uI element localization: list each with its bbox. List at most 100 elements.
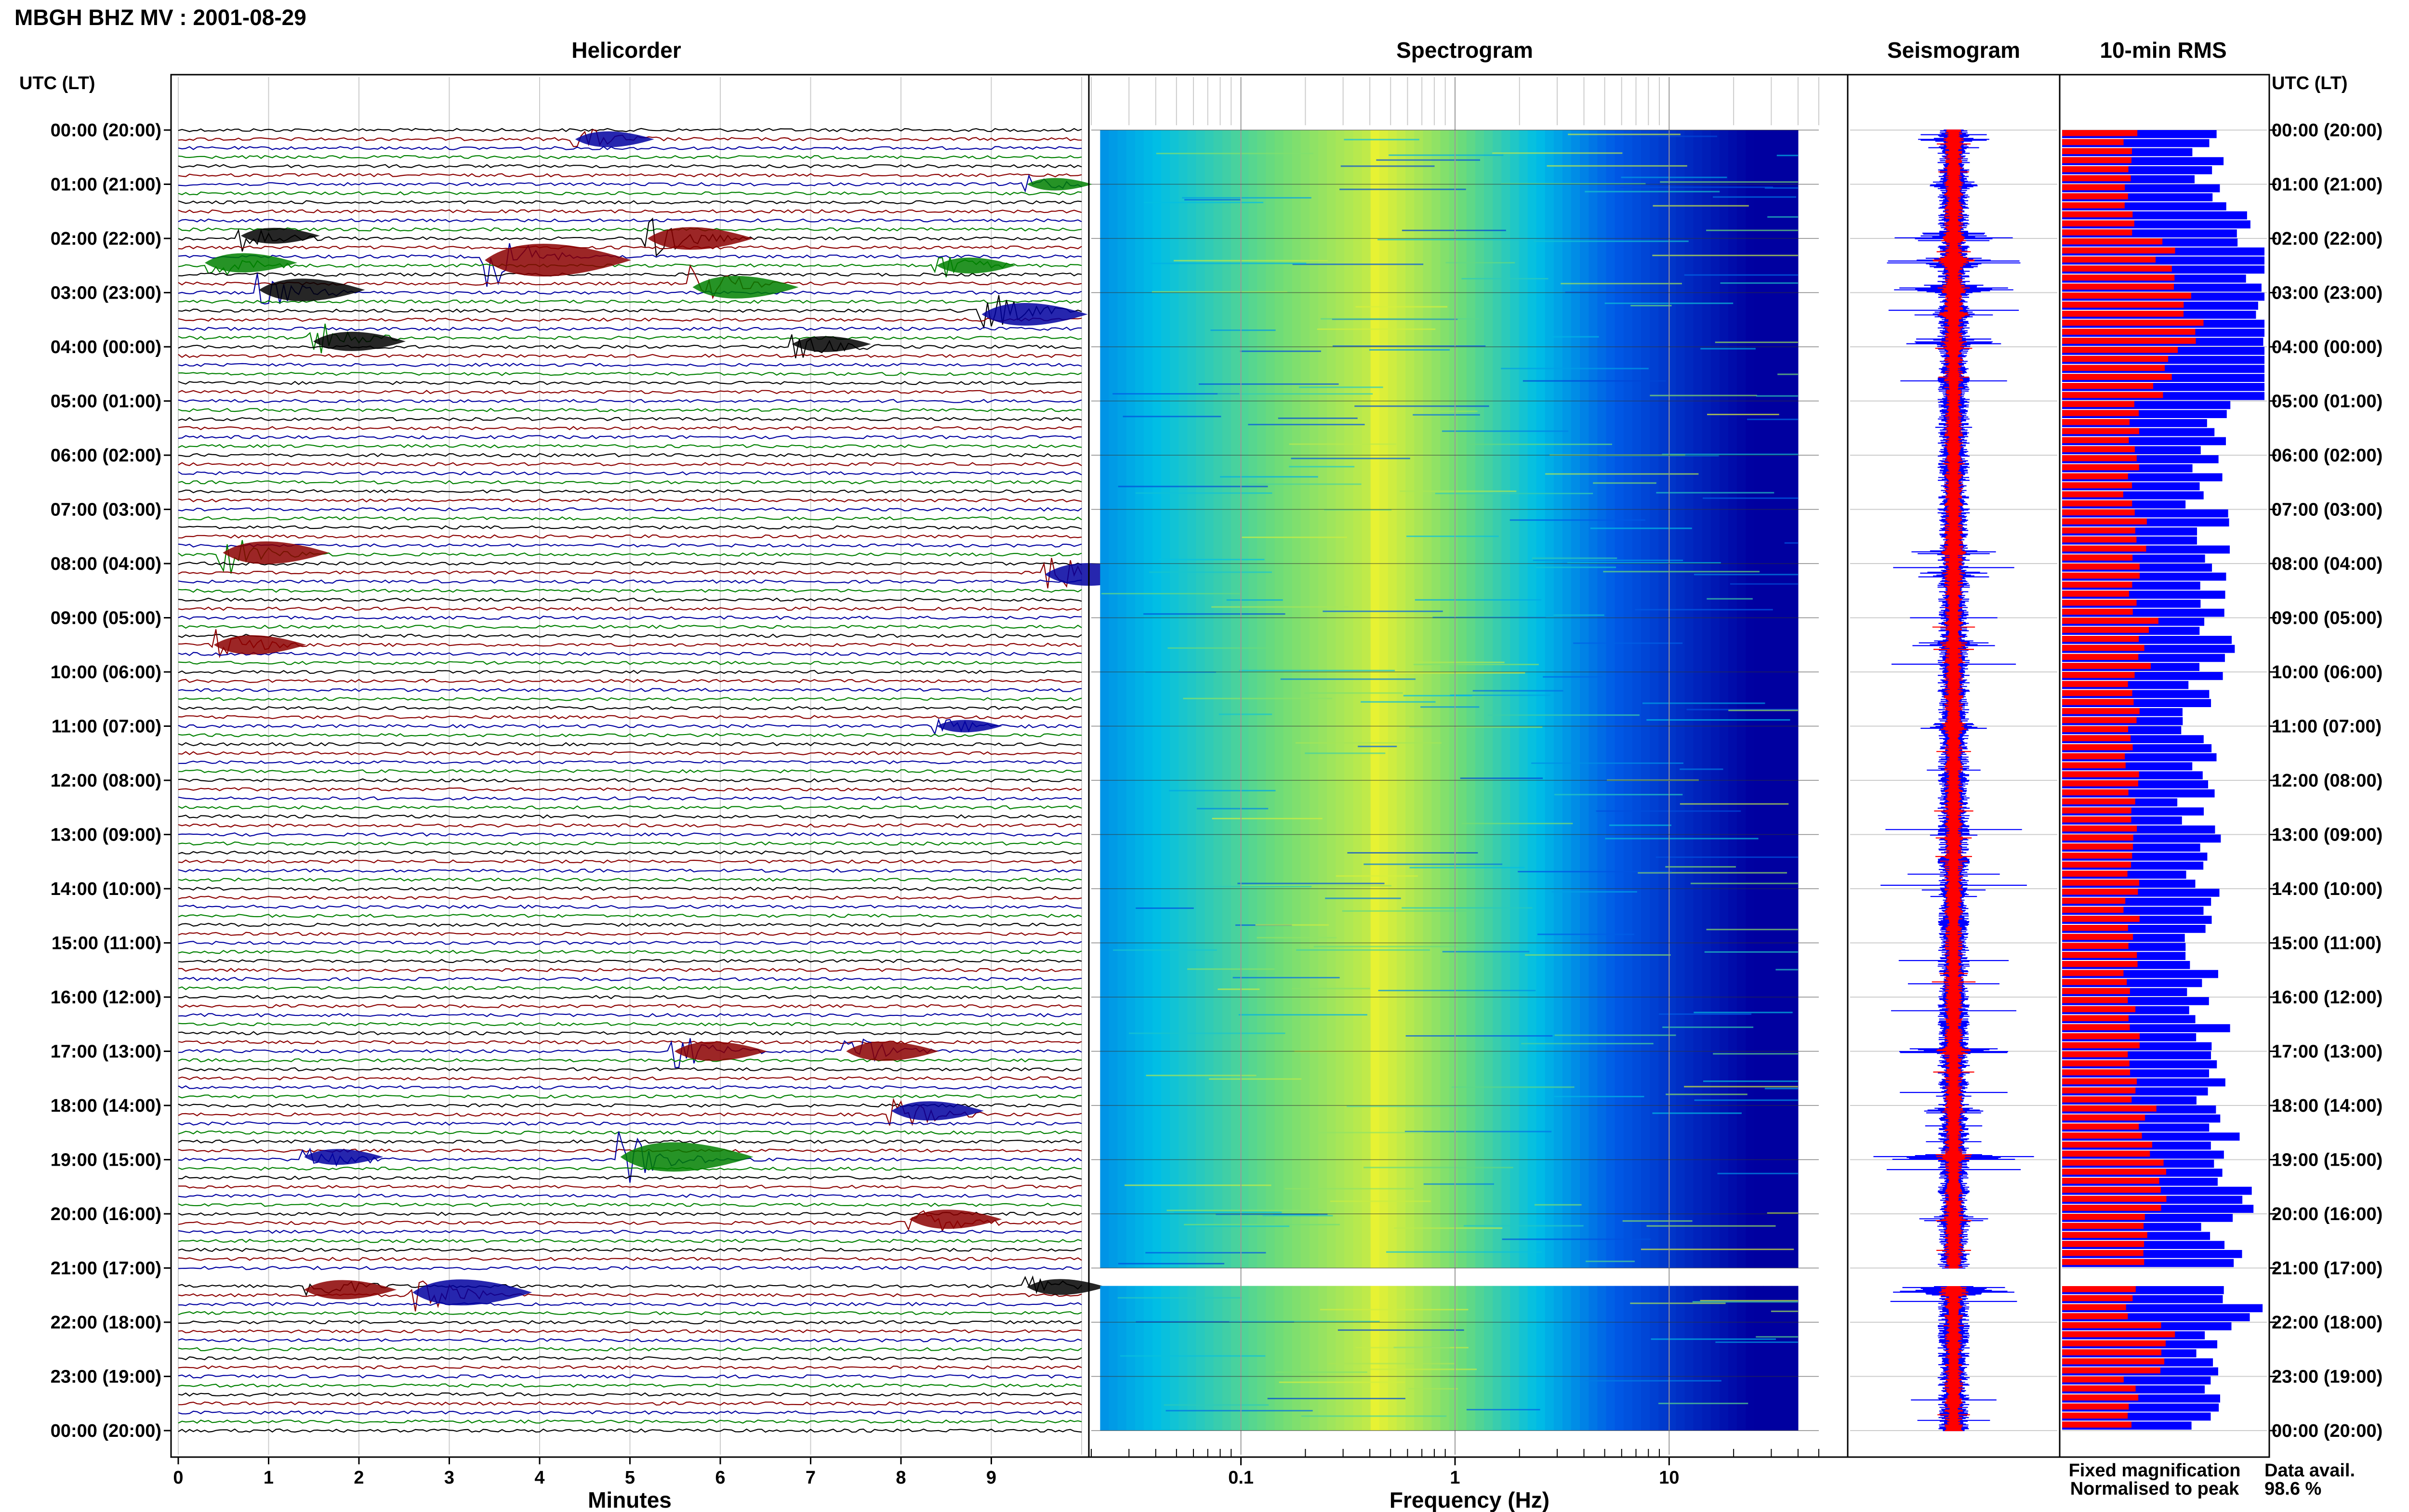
spectrogram-cell — [1763, 1286, 1773, 1431]
spectrogram-streak — [1700, 348, 1756, 350]
seismogram-normalised-trace — [1932, 129, 1976, 1432]
helicorder-x-tick-label: 9 — [986, 1468, 996, 1488]
spectrogram-streak — [1651, 1338, 1776, 1340]
spectrogram-streak — [1112, 393, 1240, 395]
rms-normalised-bar — [2062, 1394, 2139, 1401]
spectrogram-streak — [1501, 368, 1649, 369]
rms-normalised-bar — [2062, 347, 2178, 353]
helicorder-trace — [178, 868, 1082, 873]
spectrogram-streak — [1178, 1225, 1290, 1227]
spectrogram-streak — [1167, 647, 1273, 649]
rms-normalised-bar — [2062, 916, 2140, 922]
spectrogram-streak — [1403, 695, 1472, 697]
spectrogram-streak — [1525, 954, 1671, 956]
spectrogram-streak — [1284, 1188, 1414, 1190]
spectrogram-streak — [1150, 263, 1307, 264]
spectrogram-streak — [1630, 305, 1672, 307]
helicorder-trace — [178, 904, 1082, 909]
rms-normalised-bar — [2062, 1232, 2147, 1238]
helicorder-event — [675, 1041, 767, 1061]
rms-normalised-bar — [2062, 1205, 2161, 1211]
spectrogram-streak — [1237, 882, 1385, 884]
rms-normalised-bar — [2062, 1223, 2144, 1229]
spectrogram-cell — [1300, 1286, 1310, 1431]
helicorder-trace — [178, 949, 1082, 954]
spectrogram-streak — [1143, 613, 1285, 615]
spectrogram-cell — [1117, 130, 1127, 1268]
spectrogram-cell — [1170, 1286, 1179, 1431]
helicorder-event — [1027, 1279, 1106, 1295]
rms-normalised-bar — [2062, 708, 2140, 714]
spectrogram-streak — [1220, 476, 1318, 478]
spectrogram-cell — [1466, 1286, 1476, 1431]
spectrogram-streak — [1650, 394, 1757, 396]
rms-normalised-bar — [2062, 238, 2163, 245]
spectrogram-streak — [1518, 871, 1672, 873]
spectrogram-streak — [1402, 229, 1506, 231]
legend-fixed-magnification: Fixed magnification — [2069, 1460, 2241, 1481]
spectrogram-streak — [1445, 262, 1515, 263]
helicorder-trace — [178, 995, 1082, 999]
spectrogram-cell — [1597, 130, 1607, 1268]
spectrogram-streak — [1404, 1131, 1552, 1132]
helicorder-trace — [178, 444, 1082, 448]
helicorder-trace — [178, 715, 1082, 720]
spectrogram-cell — [1353, 1286, 1363, 1431]
spectrogram-streak — [1358, 746, 1397, 748]
rms-normalised-bar — [2062, 970, 2124, 976]
spectrogram-streak — [1184, 1223, 1340, 1225]
spectrogram-streak — [1641, 1249, 1794, 1250]
rms-normalised-bar — [2062, 311, 2184, 317]
spectrogram-streak — [1638, 872, 1787, 874]
helicorder-trace — [178, 787, 1082, 792]
spectrogram-cell — [1143, 130, 1153, 1268]
rms-normalised-bar — [2062, 997, 2128, 1003]
rms-normalised-bar — [2062, 545, 2146, 552]
rms-normalised-bar — [2062, 672, 2135, 678]
spectrogram-streak — [1330, 1200, 1431, 1202]
helicorder-trace — [178, 1320, 1082, 1325]
spectrogram-streak — [1354, 405, 1489, 407]
spectrogram-streak — [1776, 155, 1798, 157]
time-label-left: 16:00 (12:00) — [51, 987, 161, 1008]
spectrogram-cell — [1414, 1286, 1423, 1431]
spectrogram-cell — [1466, 130, 1476, 1268]
spectrogram-cell — [1161, 130, 1170, 1268]
rms-normalised-bar — [2062, 726, 2129, 733]
helicorder-trace — [178, 299, 1082, 304]
spectrogram-streak — [1317, 328, 1436, 330]
rms-normalised-bar — [2062, 1051, 2128, 1058]
helicorder-event — [792, 336, 871, 352]
spectrogram-cell — [1615, 130, 1624, 1268]
spectrogram-streak — [1183, 697, 1333, 699]
spectrogram-cell — [1161, 1286, 1170, 1431]
helicorder-trace — [178, 1410, 1082, 1415]
helicorder-trace — [178, 363, 1082, 367]
helicorder-trace — [178, 209, 1082, 214]
spectrogram-cell — [1710, 1286, 1720, 1431]
helicorder-trace — [178, 1257, 1082, 1262]
rms-normalised-bar — [2062, 256, 2156, 263]
spectrogram-streak — [1210, 329, 1276, 331]
rms-normalised-bar — [2062, 1241, 2144, 1247]
rms-normalised-bar — [2062, 536, 2137, 543]
spectrogram-streak — [1363, 1167, 1513, 1169]
spectrogram-streak — [1135, 492, 1272, 494]
spectrogram-streak — [1463, 1225, 1584, 1227]
rms-normalised-bar — [2062, 1042, 2140, 1049]
rms-normalised-bar — [2062, 834, 2133, 841]
time-label-left: 20:00 (16:00) — [51, 1204, 161, 1224]
spectrogram-streak — [1267, 1397, 1405, 1399]
helicorder-x-tick-label: 6 — [715, 1468, 725, 1488]
helicorder-trace — [178, 257, 1082, 277]
helicorder-trace — [178, 751, 1082, 756]
rms-normalised-bar — [2062, 816, 2131, 823]
spectrogram-streak — [1537, 933, 1634, 935]
spectrogram-streak — [1502, 1238, 1651, 1240]
spectrogram-cell — [1109, 1286, 1118, 1431]
spectrogram-streak — [1232, 977, 1340, 979]
helicorder-trace — [178, 1401, 1082, 1406]
helicorder-trace — [178, 588, 1082, 593]
spectrogram-streak — [1226, 599, 1283, 601]
time-label-right: 13:00 (09:00) — [2272, 825, 2383, 845]
